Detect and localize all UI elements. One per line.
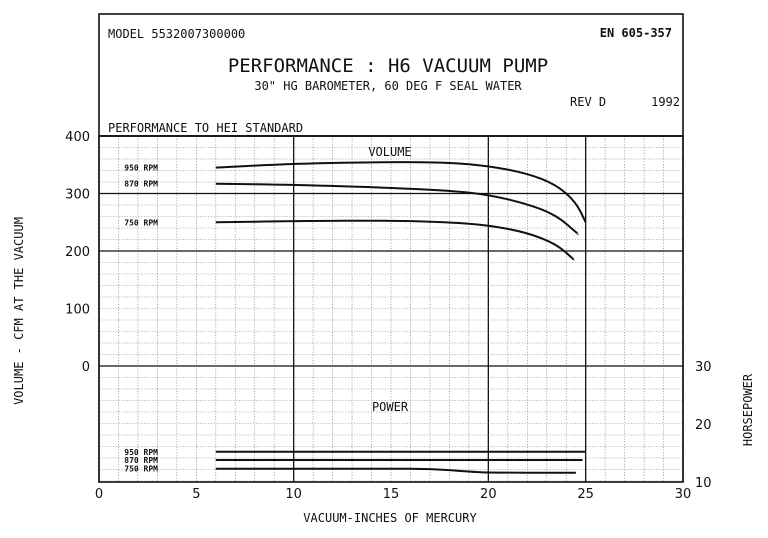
x-axis-title: VACUUM-INCHES OF MERCURY [303, 511, 477, 525]
x-tick-label: 25 [577, 487, 594, 502]
volume-rpm-label: 870 RPM [124, 180, 158, 189]
volume-curve-750-rpm [215, 219, 575, 261]
model-number: MODEL 5532007300000 [108, 27, 245, 41]
chart-title: PERFORMANCE : H6 VACUUM PUMP [228, 55, 548, 77]
y-axis-title-left: VOLUME - CFM AT THE VACUUM [12, 217, 26, 405]
volume-curve-950-rpm [215, 161, 587, 223]
power-curve-750-rpm [215, 467, 576, 474]
x-tick-label: 0 [95, 487, 103, 502]
curves [215, 161, 587, 474]
x-tick-label: 15 [383, 487, 400, 502]
power-rpm-label: 870 RPM [124, 456, 158, 465]
chart-subtitle: 30" HG BAROMETER, 60 DEG F SEAL WATER [254, 79, 522, 93]
y-tick-label-volume: 300 [65, 188, 90, 203]
y-tick-label-volume: 0 [82, 360, 90, 375]
y-tick-label-horsepower: 30 [695, 360, 712, 375]
x-tick-label: 20 [480, 487, 497, 502]
power-rpm-label: 950 RPM [124, 448, 158, 457]
y-tick-label-volume: 200 [65, 245, 90, 260]
power-rpm-label: 750 RPM [124, 465, 158, 474]
y-tick-label-horsepower: 20 [695, 418, 712, 433]
y-tick-label-volume: 100 [65, 303, 90, 318]
y-axis-title-right: HORSEPOWER [741, 373, 755, 446]
y-tick-label-volume: 400 [65, 130, 90, 145]
revision-year: 1992 [651, 95, 680, 109]
x-tick-label: 30 [675, 487, 692, 502]
volume-curve-870-rpm [215, 182, 579, 235]
x-tick-label: 10 [285, 487, 302, 502]
revision-label: REV D [570, 95, 606, 109]
document-number: EN 605-357 [600, 26, 672, 40]
volume-section-label: VOLUME [368, 145, 411, 159]
power-section-label: POWER [372, 400, 409, 414]
plot-frame [98, 135, 684, 483]
x-tick-label: 5 [192, 487, 200, 502]
volume-rpm-label: 750 RPM [124, 218, 158, 227]
y-tick-label-horsepower: 10 [695, 476, 712, 491]
plot-grid [98, 135, 684, 482]
volume-rpm-label: 950 RPM [124, 164, 158, 173]
standard-label: PERFORMANCE TO HEI STANDARD [108, 121, 303, 135]
